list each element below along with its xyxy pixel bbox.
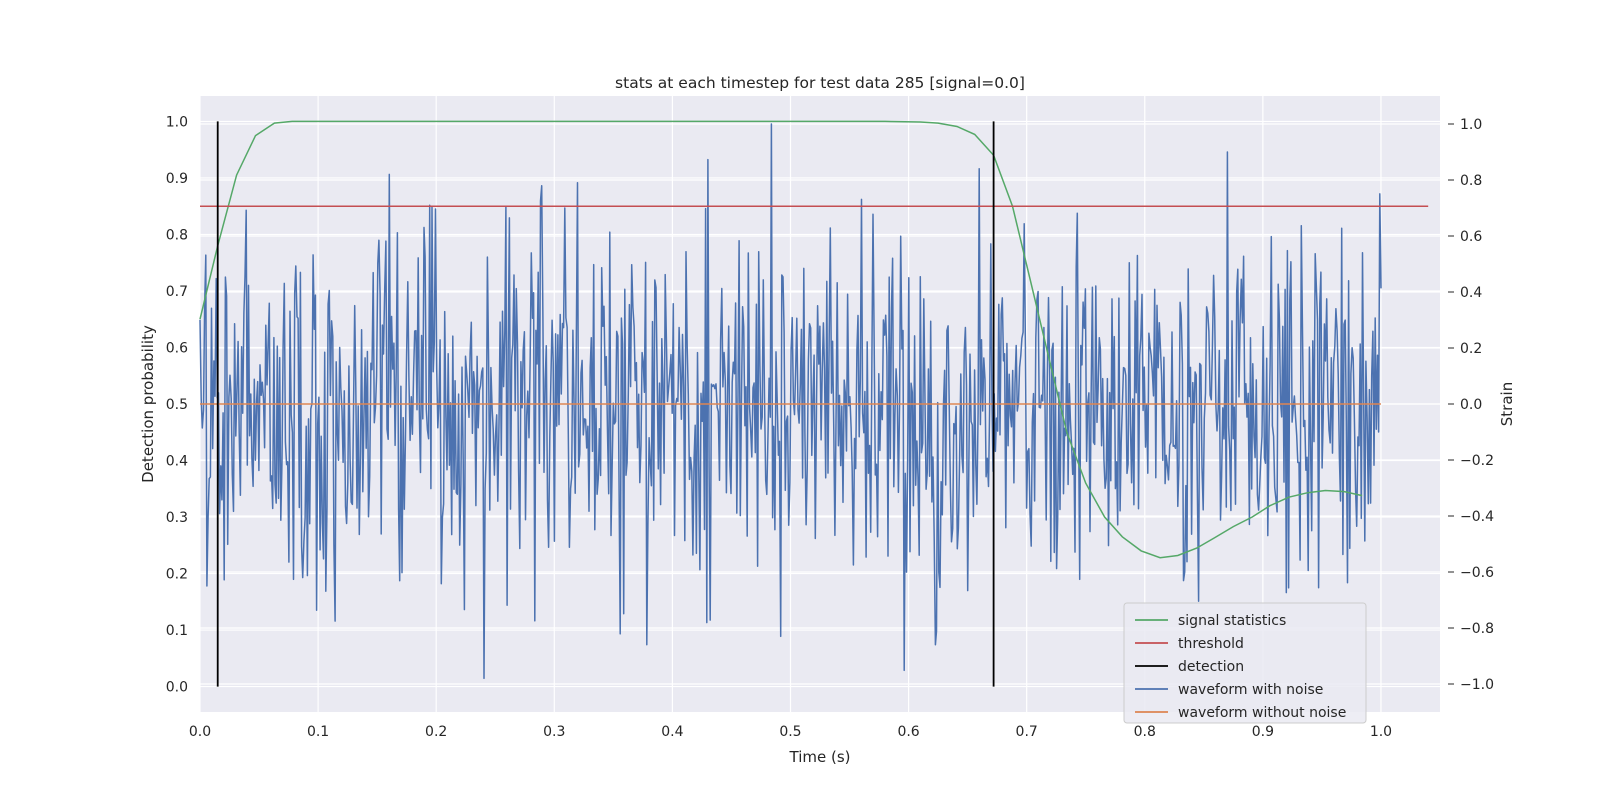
y-tick-label: 0.9	[166, 171, 188, 187]
y-tick-label: 0.6	[166, 340, 188, 356]
y-axis-label: Detection probability	[139, 325, 157, 483]
y-tick-label: 0.5	[166, 397, 188, 413]
y-tick-label: 0.8	[166, 227, 188, 243]
y2-tick-label: 0.6	[1460, 229, 1482, 245]
y-tick-label: 1.0	[166, 114, 188, 130]
y2-tick-label: 0.4	[1460, 285, 1482, 301]
y2-tick-label: −0.2	[1460, 453, 1494, 469]
series-detection	[216, 121, 995, 687]
series-signal-statistics	[199, 120, 1363, 559]
x-tick-label: 1.0	[1370, 724, 1392, 740]
y2-tick-label: 0.8	[1460, 173, 1482, 189]
legend-label-threshold: threshold	[1178, 636, 1244, 652]
y-tick-label: 0.2	[166, 567, 188, 583]
y-tick-label: 0.7	[166, 284, 188, 300]
y-tick-label: 0.1	[166, 623, 188, 639]
x-tick-label: 0.9	[1252, 724, 1274, 740]
legend-box	[1123, 602, 1367, 724]
series-waveform-with-noise	[199, 123, 1382, 680]
y2-axis-label: Strain	[1498, 382, 1516, 426]
x-tick-label: 0.1	[307, 724, 329, 740]
x-tick-label: 0.5	[779, 724, 801, 740]
data-layer	[199, 120, 1429, 687]
x-tick-label: 0.7	[1016, 724, 1038, 740]
tick-labels: 0.0 0.1 0.2 0.3 0.4 0.5 0.6 0.7 0.8 0.9 1.0 0.0 0.1 0…	[166, 114, 1494, 740]
y-tick-label: 0.0	[166, 680, 188, 696]
x-tick-label: 0.6	[897, 724, 919, 740]
legend-label-detection: detection	[1178, 659, 1244, 675]
x-axis-label: Time (s)	[789, 748, 851, 766]
x-tick-label: 0.0	[189, 724, 211, 740]
legend-label-waveform-without-noise: waveform without noise	[1178, 705, 1346, 721]
y2-tick-label: −0.6	[1460, 565, 1494, 581]
y-tick-label: 0.4	[166, 454, 188, 470]
legend: signal statistics threshold detection wavef…	[1123, 602, 1367, 724]
x-tick-label: 0.8	[1134, 724, 1156, 740]
legend-label-signal-statistics: signal statistics	[1178, 613, 1286, 629]
x-tick-label: 0.2	[425, 724, 447, 740]
y2-tick-label: −1.0	[1460, 677, 1494, 693]
x-tick-label: 0.4	[661, 724, 683, 740]
chart-title: stats at each timestep for test data 285…	[615, 74, 1025, 92]
y2-tick-label: −0.8	[1460, 621, 1494, 637]
y2-tick-label: 1.0	[1460, 117, 1482, 133]
legend-label-waveform-with-noise: waveform with noise	[1178, 682, 1323, 698]
y2-tick-label: −0.4	[1460, 509, 1494, 525]
y2-tick-label: 0.2	[1460, 341, 1482, 357]
x-tick-label: 0.3	[543, 724, 565, 740]
y-tick-label: 0.3	[166, 510, 188, 526]
y2-tick-label: 0.0	[1460, 397, 1482, 413]
